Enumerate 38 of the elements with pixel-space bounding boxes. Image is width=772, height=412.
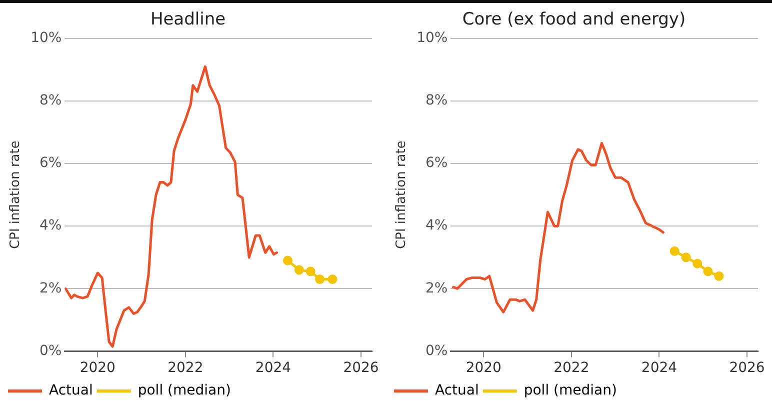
point — [703, 266, 713, 276]
y-tick-label: 6% — [40, 155, 62, 172]
chart-title: Core (ex food and energy) — [462, 10, 686, 30]
legend-label: Actual — [435, 382, 479, 399]
y-tick-label: 6% — [426, 155, 448, 172]
y-tick-label: 2% — [40, 280, 62, 296]
x-tick-label: 2022 — [554, 360, 590, 376]
x-tick-label: 2026 — [343, 360, 379, 376]
point — [670, 246, 680, 256]
y-tick-label: 4% — [40, 218, 62, 234]
legend-label: Actual — [49, 382, 93, 399]
x-tick-label: 2026 — [729, 360, 765, 376]
y-tick-label: 10% — [416, 30, 448, 46]
y-tick-label: 0% — [40, 342, 62, 359]
point — [714, 271, 724, 281]
point — [328, 274, 338, 284]
legend-label: poll (median) — [138, 382, 231, 399]
chart-title: Headline — [150, 10, 226, 30]
x-tick-label: 2020 — [466, 360, 502, 376]
y-tick-label: 8% — [426, 92, 448, 109]
point — [282, 256, 292, 266]
x-tick-label: 2024 — [641, 360, 678, 376]
y-axis-title: CPI inflation rate — [8, 140, 24, 249]
point — [681, 252, 691, 262]
point — [315, 274, 325, 284]
y-tick-label: 4% — [426, 218, 448, 234]
point — [692, 258, 702, 268]
y-tick-label: 2% — [426, 280, 448, 296]
point — [294, 265, 304, 275]
legend-label: poll (median) — [524, 382, 617, 399]
y-axis-title: CPI inflation rate — [394, 140, 410, 249]
x-tick-label: 2024 — [255, 360, 292, 376]
y-tick-label: 8% — [40, 92, 62, 109]
x-tick-label: 2020 — [80, 360, 116, 376]
y-tick-label: 0% — [426, 342, 448, 359]
y-tick-label: 10% — [30, 30, 62, 46]
point — [306, 266, 316, 276]
x-tick-label: 2022 — [168, 360, 204, 376]
